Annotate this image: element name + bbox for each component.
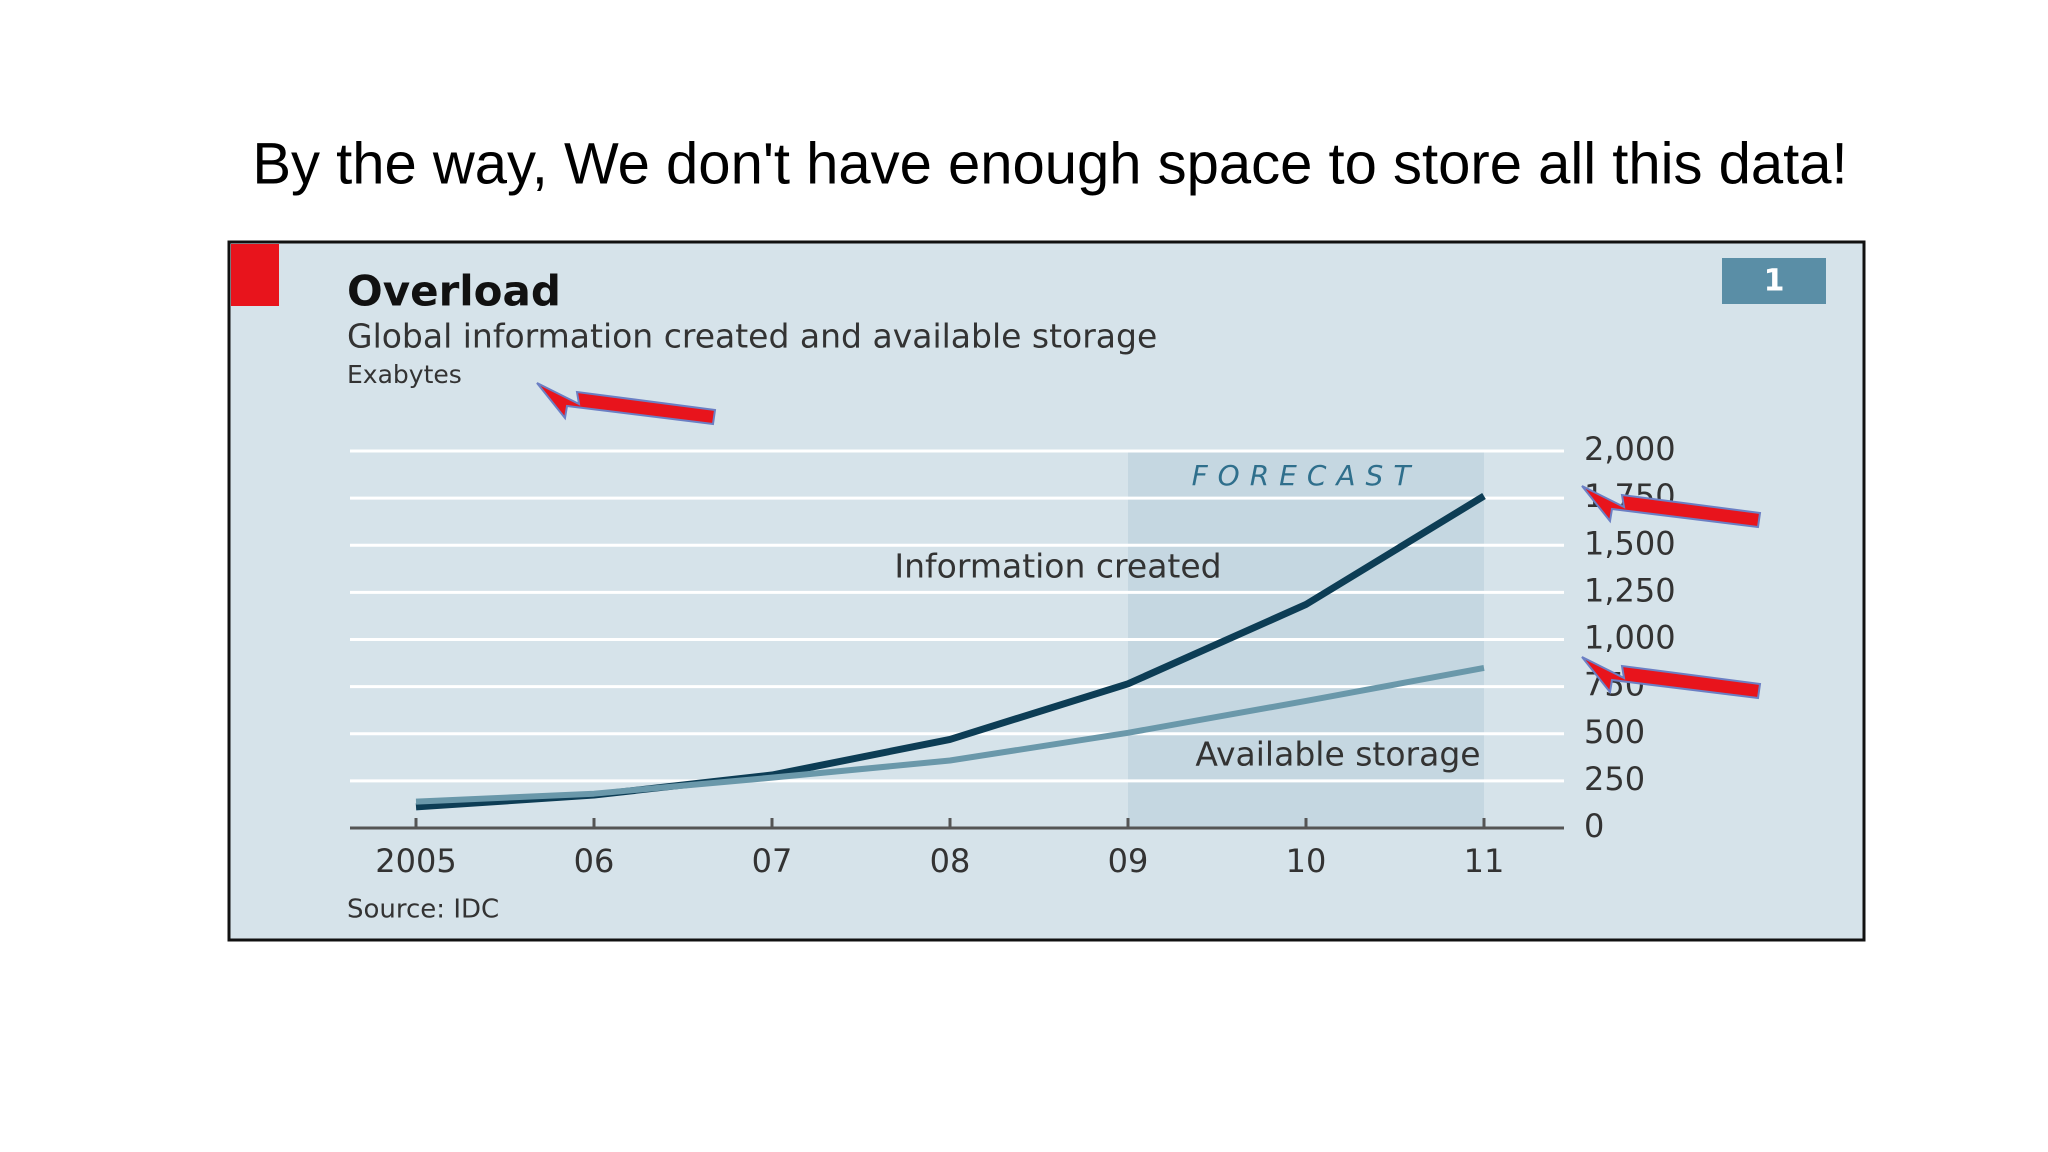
badge-box bbox=[1722, 258, 1826, 304]
x-tick-label: 2005 bbox=[375, 842, 456, 880]
slide-heading: By the way, We don't have enough space t… bbox=[252, 131, 1847, 196]
y-tick-label: 1,500 bbox=[1584, 524, 1676, 562]
forecast-label: FORECAST bbox=[1192, 459, 1421, 492]
y-tick-label: 0 bbox=[1584, 807, 1604, 845]
red-tag bbox=[231, 244, 279, 306]
y-tick-label: 1,000 bbox=[1584, 619, 1676, 657]
y-tick-label: 500 bbox=[1584, 713, 1645, 751]
plot: FORECAST02505007501,0001,2501,5001,7502,… bbox=[350, 430, 1676, 880]
badge: 1 bbox=[1764, 264, 1785, 299]
unit-label: Exabytes bbox=[347, 360, 462, 389]
x-tick-label: 07 bbox=[752, 842, 793, 880]
series-label: Information created bbox=[894, 547, 1221, 586]
chart-title: Overload bbox=[347, 267, 561, 316]
x-tick-label: 11 bbox=[1464, 842, 1505, 880]
arrow bbox=[1581, 656, 1762, 700]
source: Source: IDC bbox=[347, 895, 499, 925]
x-tick-label: 09 bbox=[1108, 842, 1149, 880]
x-tick-label: 08 bbox=[930, 842, 971, 880]
arrows bbox=[536, 382, 1762, 700]
x-tick-label: 10 bbox=[1286, 842, 1327, 880]
y-tick-label: 2,000 bbox=[1584, 430, 1676, 468]
series-label: Available storage bbox=[1195, 735, 1480, 774]
y-tick-label: 1,250 bbox=[1584, 571, 1676, 609]
y-tick-label: 250 bbox=[1584, 760, 1645, 798]
x-tick-label: 06 bbox=[574, 842, 615, 880]
arrow bbox=[536, 382, 717, 426]
series-line bbox=[415, 665, 1485, 805]
arrow bbox=[1581, 485, 1762, 529]
chart-subtitle: Global information created and available… bbox=[347, 317, 1157, 356]
